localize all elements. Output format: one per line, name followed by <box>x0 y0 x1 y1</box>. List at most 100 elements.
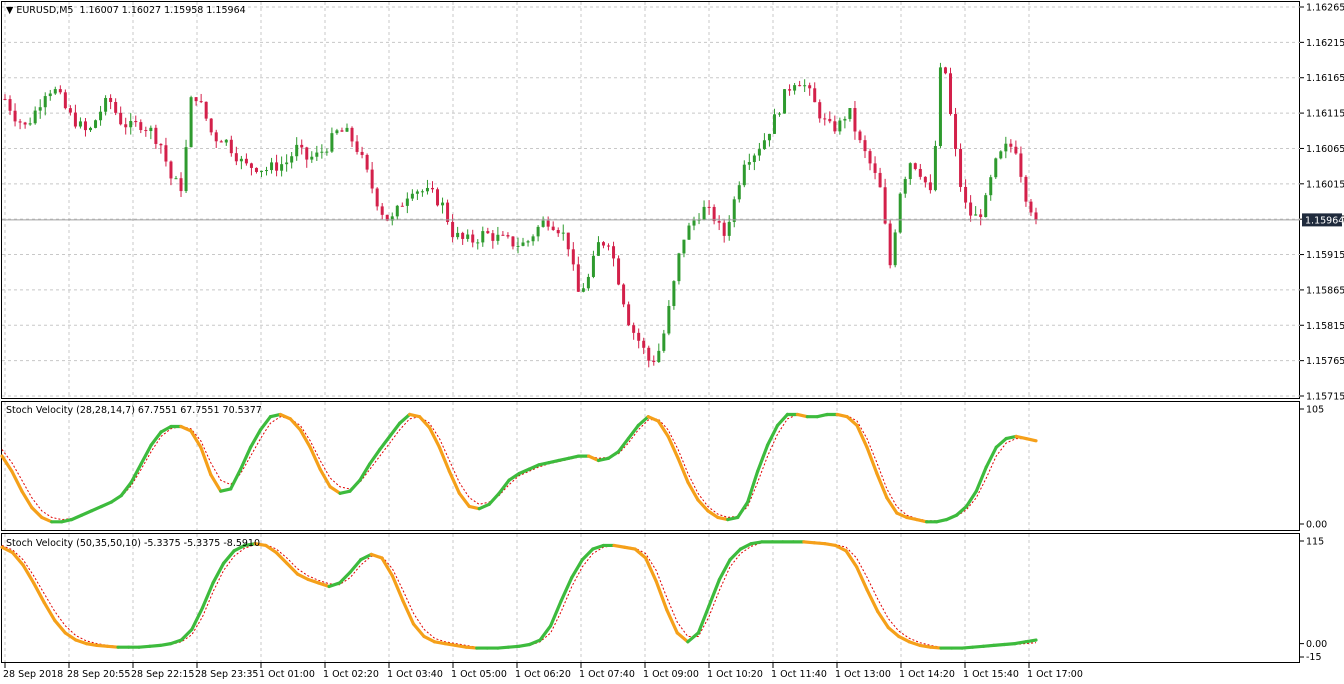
candle-bull <box>581 288 585 292</box>
stoch-main-down-segment <box>696 498 710 513</box>
stoch-main-down-segment <box>897 634 911 644</box>
stoch-main-down-segment <box>646 415 660 423</box>
x-tick-label: 1 Oct 01:00 <box>259 669 315 680</box>
y-tick-label: 1.16165 <box>1306 73 1344 84</box>
candle-bull <box>793 85 797 91</box>
stoch-main-down-segment <box>865 445 879 476</box>
candle-bear <box>818 102 822 119</box>
stoch-main-up-segment <box>398 412 412 425</box>
candle-bear <box>249 163 253 168</box>
stoch-main-down-segment <box>876 609 890 630</box>
candle-bear <box>109 97 113 103</box>
candle-bull <box>742 164 746 186</box>
stoch-main-down-segment <box>10 550 25 567</box>
stoch-main-down-segment <box>328 485 342 495</box>
candle-bear <box>501 234 505 236</box>
stoch-main-down-segment <box>905 515 919 522</box>
stoch-main-down-segment <box>189 429 203 449</box>
candle-bull <box>310 156 314 160</box>
candle-bull <box>315 152 319 157</box>
candle-bear <box>576 264 580 292</box>
candle-bear <box>642 340 646 348</box>
stoch-main-down-segment <box>633 547 648 560</box>
candle-bull <box>692 220 696 226</box>
stoch-main-up-segment <box>221 549 236 565</box>
candle-bull <box>224 139 228 143</box>
stoch-main-up-segment <box>359 552 373 562</box>
candle-bull <box>104 97 108 112</box>
stoch-main-up-segment <box>527 463 541 471</box>
stoch-main-down-segment <box>802 540 817 545</box>
stoch-main-down-segment <box>278 412 292 421</box>
x-tick-label: 1 Oct 09:00 <box>643 669 699 680</box>
stoch-main-up-segment <box>239 445 253 471</box>
candle-bear <box>3 98 7 100</box>
candle-bear <box>712 206 716 222</box>
candle-bear <box>964 186 968 203</box>
stoch-main-down-segment <box>306 577 321 585</box>
candle-bear <box>928 182 932 191</box>
candle-bear <box>385 214 389 221</box>
stoch-main-up-segment <box>547 458 561 465</box>
candle-bull <box>129 121 133 128</box>
dropdown-triangle-icon[interactable]: ▼ <box>6 5 16 16</box>
stoch-main-down-segment <box>865 588 880 614</box>
x-tick-label: 1 Oct 06:20 <box>515 669 571 680</box>
candle-bull <box>657 350 661 363</box>
candle-bear <box>647 347 651 361</box>
candle-bear <box>83 121 87 131</box>
stoch-main-up-segment <box>368 447 382 466</box>
candle-bull <box>737 185 741 200</box>
stoch-main-up-segment <box>815 412 829 419</box>
candle-bear <box>556 230 560 234</box>
candle-bear <box>637 332 641 341</box>
candle-bull <box>53 89 57 94</box>
candle-bear <box>355 141 359 152</box>
stoch-main-up-segment <box>994 436 1008 449</box>
stoch-main-up-segment <box>179 627 194 642</box>
candle-bull <box>28 123 32 125</box>
stoch-main-down-segment <box>10 469 24 493</box>
candle-bear <box>446 202 450 222</box>
current-price-label: 1.15964 <box>1302 213 1344 227</box>
candle-bull <box>843 118 847 121</box>
stoch-main-up-segment <box>749 540 764 546</box>
stoch-main-up-segment <box>596 456 611 463</box>
candle-bear <box>199 101 203 103</box>
stoch-main-up-segment <box>69 513 84 522</box>
candle-bear <box>868 151 872 164</box>
stoch-main-up-segment <box>159 424 173 434</box>
candle-bull <box>390 216 394 221</box>
candle-bear <box>632 325 636 333</box>
candle-bear <box>114 102 118 113</box>
stoch-main-down-segment <box>654 579 669 612</box>
stoch-main-up-segment <box>537 461 551 467</box>
x-tick-label: 28 Sep 2018 <box>3 669 63 680</box>
stoch-main-down-segment <box>0 454 14 474</box>
candle-bear <box>400 205 404 207</box>
candle-bear <box>144 130 148 132</box>
y-tick-label: 1.15865 <box>1306 285 1344 296</box>
stoch-main-down-segment <box>447 469 461 495</box>
stoch-main-down-segment <box>855 423 869 449</box>
y-tick-label: 1.15815 <box>1306 321 1344 332</box>
candle-bull <box>516 245 520 247</box>
y-axis-ticks: 1.16265 1.16215 1.16165 1.16115 1.16065 1.160… <box>1300 3 1344 663</box>
stoch-main-down-segment <box>105 644 120 649</box>
stoch-main-down-segment <box>915 518 929 524</box>
candle-bull <box>541 220 545 227</box>
stoch-main-up-segment <box>765 423 780 447</box>
stoch-main-down-segment <box>437 445 452 474</box>
candle-bear <box>471 234 475 243</box>
stoch-main-up-segment <box>591 543 606 551</box>
candle-bull <box>767 133 771 141</box>
y-tick-label: -15 <box>1306 652 1322 663</box>
candle-bear <box>375 188 379 207</box>
stoch-main-up-segment <box>746 469 760 504</box>
candle-bear <box>823 118 827 120</box>
stoch-main-up-segment <box>149 430 163 447</box>
x-tick-label: 28 Sep 23:35 <box>195 669 258 680</box>
candle-bull <box>586 276 590 289</box>
stoch-main-up-segment <box>169 638 183 646</box>
candle-bull <box>1004 143 1008 152</box>
